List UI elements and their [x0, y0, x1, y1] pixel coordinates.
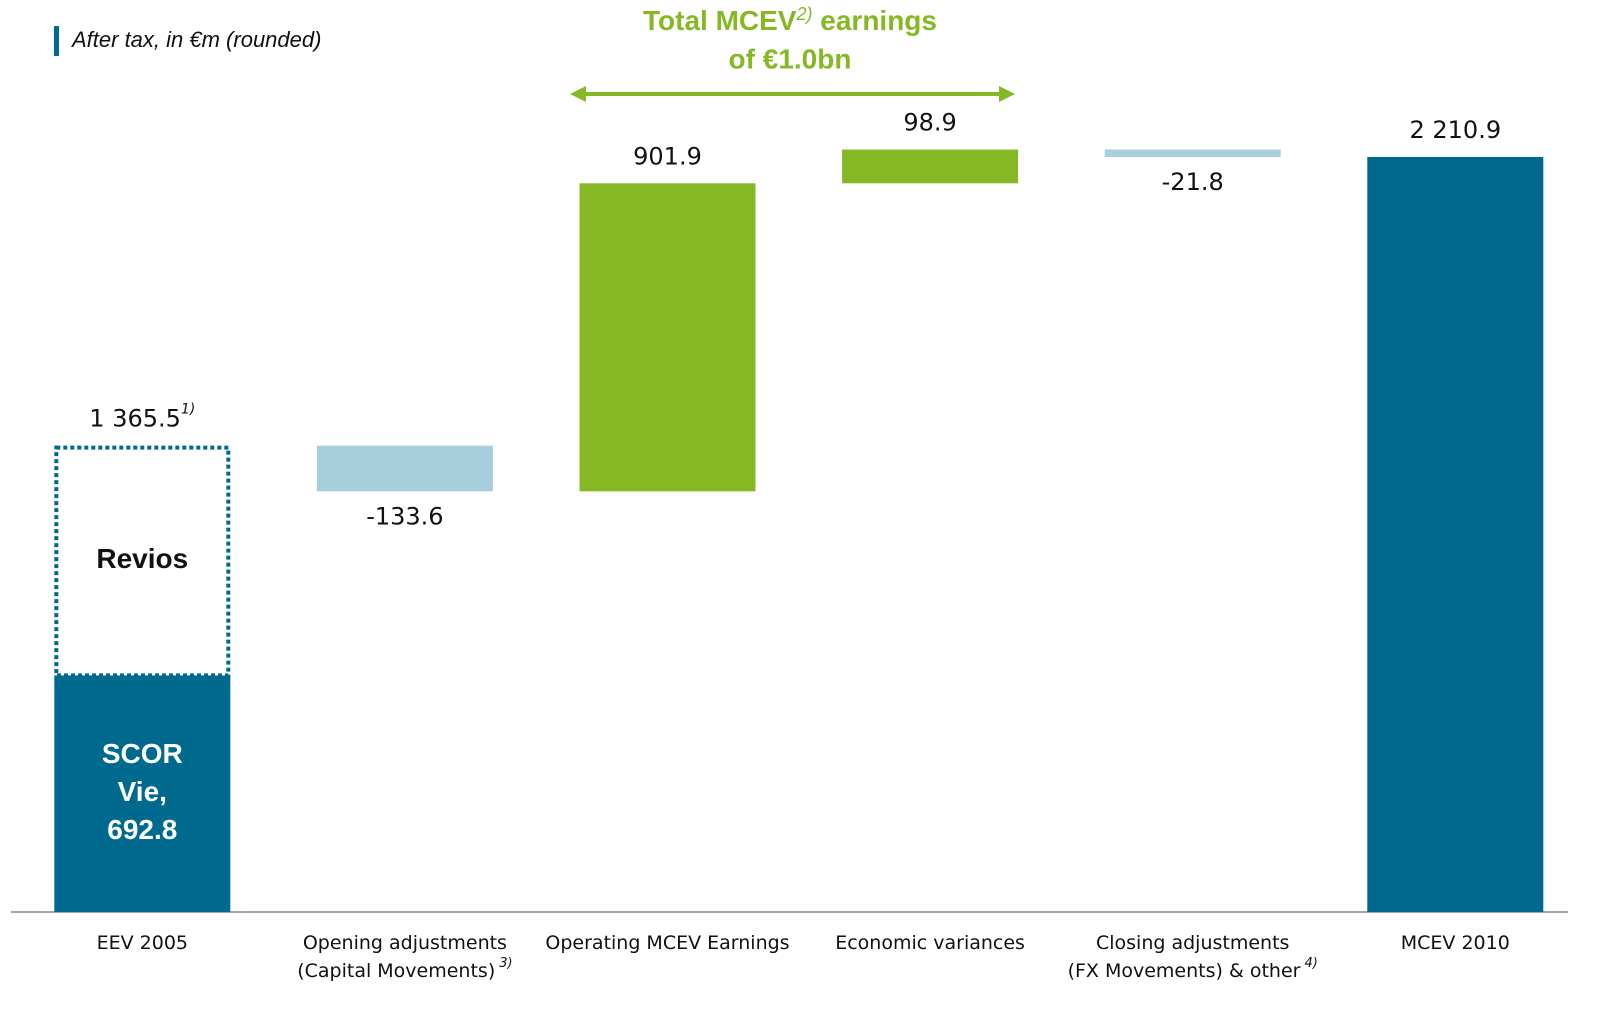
value-label-text: 1 365.5 — [89, 405, 181, 433]
value-label-text: -21.8 — [1162, 168, 1224, 196]
annotation-line2: of €1.0bn — [729, 43, 852, 74]
x-tick-label-note: 4) — [1304, 956, 1317, 971]
bar-segment — [54, 445, 231, 678]
x-tick-label: MCEV 2010 — [1401, 932, 1510, 954]
annotation-text: Total MCEV — [643, 5, 797, 36]
bar — [316, 445, 493, 492]
x-tick-label-text: EEV 2005 — [97, 932, 188, 954]
bar — [1104, 149, 1281, 157]
bar — [1367, 156, 1544, 912]
x-tick-label: Operating MCEV Earnings — [545, 932, 789, 954]
annotation: Total MCEV2) earnings of €1.0bn — [643, 4, 937, 75]
subtitle: After tax, in €m (rounded) — [70, 27, 321, 52]
value-label-text: 901.9 — [633, 142, 702, 170]
annotation-arrow — [570, 86, 1015, 102]
bar-segment — [54, 675, 231, 912]
value-label-text: -133.6 — [366, 502, 443, 530]
x-tick-label-note: 3) — [499, 956, 512, 971]
segment-label: Revios — [96, 543, 188, 574]
x-tick-label: (Capital Movements) 3) — [297, 956, 512, 982]
segment-label: SCOR — [102, 738, 183, 769]
value-label: 901.9 — [633, 142, 702, 170]
x-tick-label-text: Operating MCEV Earnings — [545, 932, 789, 954]
value-label-text: 98.9 — [903, 109, 956, 137]
value-label: 1 365.51) — [89, 402, 195, 433]
value-label-text: 2 210.9 — [1409, 116, 1501, 144]
x-tick-label: EEV 2005 — [97, 932, 188, 954]
x-tick-label-text: Economic variances — [835, 932, 1025, 954]
x-tick-label-text: Opening adjustments — [303, 932, 507, 954]
x-tick-label: Economic variances — [835, 932, 1025, 954]
segment-label: 692.8 — [107, 814, 177, 845]
value-label: -21.8 — [1162, 168, 1224, 196]
x-tick-label: (FX Movements) & other 4) — [1068, 956, 1318, 982]
annotation-note: 2) — [795, 4, 812, 24]
value-label: 98.9 — [903, 109, 956, 137]
subtitle-marker — [54, 26, 59, 56]
x-tick-label: Opening adjustments — [303, 932, 507, 954]
bar — [579, 183, 756, 492]
value-label: -133.6 — [366, 502, 443, 530]
annotation-text-after: earnings — [813, 5, 937, 36]
x-tick-label-text: (FX Movements) & other — [1068, 960, 1301, 982]
segment-label: Vie, — [118, 776, 167, 807]
x-tick-label-text: Closing adjustments — [1096, 932, 1289, 954]
x-tick-label-text: MCEV 2010 — [1401, 932, 1510, 954]
value-label-note: 1) — [181, 402, 195, 418]
x-tick-label-text: (Capital Movements) — [297, 960, 495, 982]
annotation-line: Total MCEV2) earnings — [643, 4, 937, 37]
x-tick-label: Closing adjustments — [1096, 932, 1289, 954]
bar — [842, 149, 1019, 184]
value-label: 2 210.9 — [1409, 116, 1501, 144]
